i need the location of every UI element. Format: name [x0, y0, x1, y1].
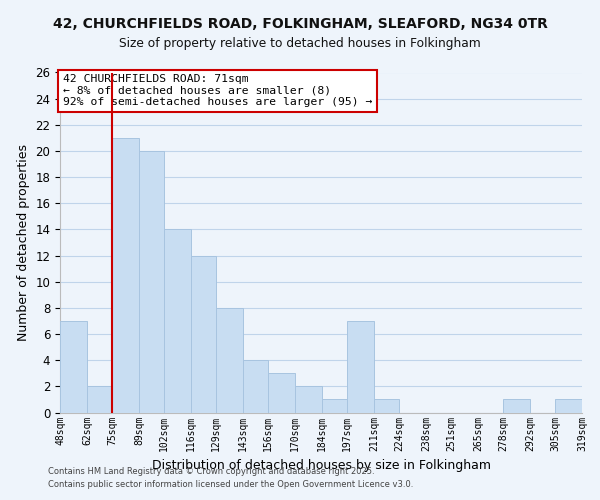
- Bar: [87, 386, 112, 412]
- Bar: [347, 321, 374, 412]
- Y-axis label: Number of detached properties: Number of detached properties: [17, 144, 30, 341]
- Bar: [112, 138, 139, 412]
- Bar: [582, 400, 600, 412]
- Bar: [295, 386, 322, 412]
- X-axis label: Distribution of detached houses by size in Folkingham: Distribution of detached houses by size …: [151, 459, 491, 472]
- Bar: [555, 400, 582, 412]
- Text: Contains HM Land Registry data © Crown copyright and database right 2025.: Contains HM Land Registry data © Crown c…: [48, 467, 374, 476]
- Bar: [191, 256, 216, 412]
- Bar: [216, 308, 243, 412]
- Bar: [268, 374, 295, 412]
- Text: Contains public sector information licensed under the Open Government Licence v3: Contains public sector information licen…: [48, 480, 413, 489]
- Bar: [60, 321, 87, 412]
- Bar: [503, 400, 530, 412]
- Bar: [243, 360, 268, 412]
- Bar: [374, 400, 399, 412]
- Text: Size of property relative to detached houses in Folkingham: Size of property relative to detached ho…: [119, 38, 481, 51]
- Text: 42, CHURCHFIELDS ROAD, FOLKINGHAM, SLEAFORD, NG34 0TR: 42, CHURCHFIELDS ROAD, FOLKINGHAM, SLEAF…: [53, 18, 547, 32]
- Text: 42 CHURCHFIELDS ROAD: 71sqm
← 8% of detached houses are smaller (8)
92% of semi-: 42 CHURCHFIELDS ROAD: 71sqm ← 8% of deta…: [62, 74, 372, 108]
- Bar: [322, 400, 347, 412]
- Bar: [164, 230, 191, 412]
- Bar: [139, 151, 164, 412]
